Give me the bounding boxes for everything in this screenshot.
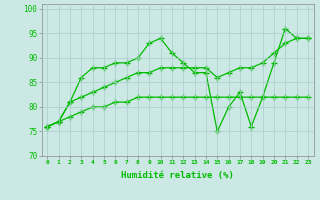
X-axis label: Humidité relative (%): Humidité relative (%) <box>121 171 234 180</box>
